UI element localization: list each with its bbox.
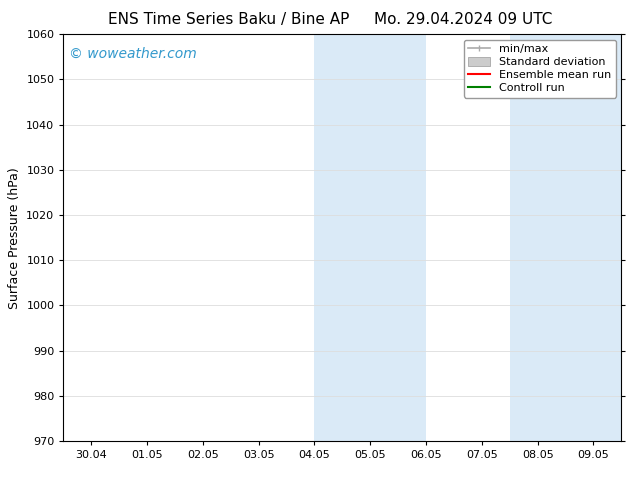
Text: ENS Time Series Baku / Bine AP: ENS Time Series Baku / Bine AP: [108, 12, 349, 27]
Bar: [566, 34, 621, 441]
Bar: [314, 34, 370, 441]
Legend: min/max, Standard deviation, Ensemble mean run, Controll run: min/max, Standard deviation, Ensemble me…: [463, 40, 616, 98]
Text: © woweather.com: © woweather.com: [69, 47, 197, 60]
Bar: [370, 34, 426, 441]
Bar: [510, 34, 566, 441]
Y-axis label: Surface Pressure (hPa): Surface Pressure (hPa): [8, 167, 21, 309]
Text: Mo. 29.04.2024 09 UTC: Mo. 29.04.2024 09 UTC: [373, 12, 552, 27]
